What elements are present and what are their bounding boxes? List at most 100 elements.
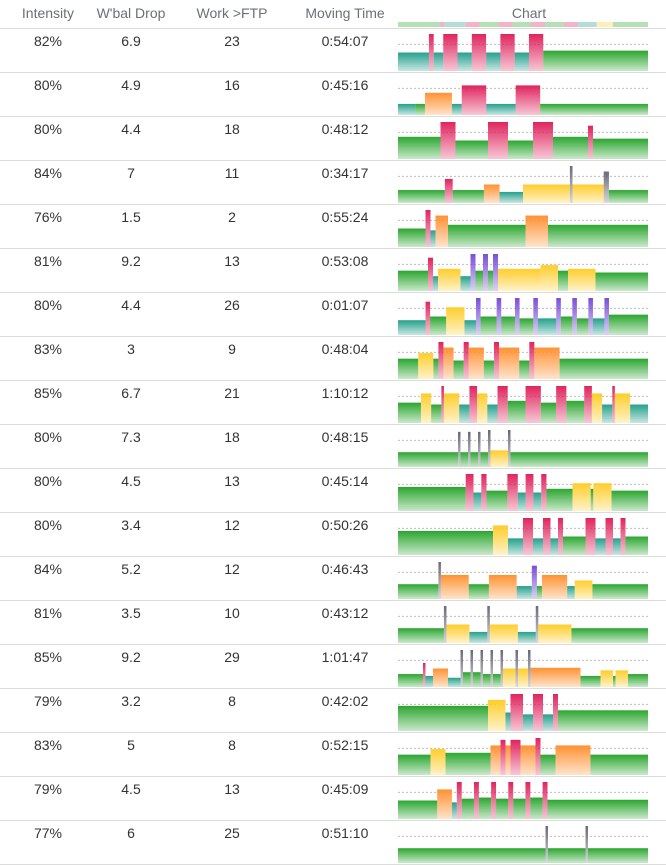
workout-chart-cell[interactable] — [392, 72, 666, 117]
zone-segment-red — [481, 473, 487, 511]
work-ftp-cell: 21 — [166, 380, 298, 425]
header-strip-segment-red — [531, 21, 546, 27]
zone-segment-teal — [630, 404, 648, 423]
column-header-work-ftp[interactable]: Work >FTP — [166, 0, 298, 29]
header-strip-segment-teal — [577, 21, 597, 27]
table-row[interactable]: 80% 4.4 26 0:01:07 — [0, 292, 666, 337]
table-row[interactable]: 85% 6.7 21 1:10:12 — [0, 380, 666, 425]
zone-segment-teal — [451, 103, 462, 115]
workout-chart-cell[interactable] — [392, 28, 666, 73]
work-ftp-cell: 13 — [166, 468, 298, 513]
workout-zone-chart — [398, 649, 648, 687]
zone-segment-teal — [433, 52, 444, 71]
zone-segment-purple — [496, 297, 502, 335]
zone-segment-green — [553, 136, 588, 159]
zone-segment-red — [612, 385, 615, 423]
zone-segment-green — [540, 402, 557, 423]
workout-zone-chart — [398, 385, 648, 423]
workout-chart-cell[interactable] — [392, 380, 666, 425]
table-row[interactable]: 80% 3.4 12 0:50:26 — [0, 512, 666, 557]
workout-zone-chart — [398, 473, 648, 511]
zone-segment-teal — [425, 675, 433, 687]
work-ftp-cell: 2 — [166, 204, 298, 249]
workout-chart-cell[interactable] — [392, 688, 666, 733]
zone-segment-red — [525, 473, 534, 511]
zone-segment-orange — [468, 347, 484, 379]
zone-segment-green — [398, 486, 466, 511]
moving-time-cell: 0:46:43 — [298, 556, 392, 601]
column-header-intensity[interactable]: Intensity — [0, 0, 96, 29]
zone-segment-teal — [516, 585, 532, 599]
table-row[interactable]: 79% 3.2 8 0:42:02 — [0, 688, 666, 733]
zone-segment-green — [548, 847, 586, 863]
column-header-moving-time[interactable]: Moving Time — [298, 0, 392, 29]
workout-chart-cell[interactable] — [392, 204, 666, 249]
moving-time-cell: 0:48:15 — [298, 424, 392, 469]
workout-chart-cell[interactable] — [392, 556, 666, 601]
table-row[interactable]: 82% 6.9 23 0:54:07 — [0, 28, 666, 73]
zone-segment-yellow — [568, 268, 596, 291]
workout-chart-cell[interactable] — [392, 600, 666, 645]
workout-chart-cell[interactable] — [392, 512, 666, 557]
table-row[interactable]: 80% 4.9 16 0:45:16 — [0, 72, 666, 117]
table-row[interactable]: 84% 7 11 0:34:17 — [0, 160, 666, 205]
table-row[interactable]: 81% 3.5 10 0:43:12 — [0, 600, 666, 645]
zone-segment-green — [431, 404, 442, 423]
zone-segment-grey — [487, 605, 490, 643]
zone-segment-orange — [435, 215, 448, 247]
zone-segment-green — [398, 451, 458, 467]
zone-segment-teal — [398, 52, 429, 71]
intensity-cell: 80% — [0, 424, 96, 469]
work-ftp-cell: 11 — [166, 160, 298, 205]
zone-segment-grey — [500, 649, 503, 687]
table-row[interactable]: 76% 1.5 2 0:55:24 — [0, 204, 666, 249]
workout-chart-cell[interactable] — [392, 248, 666, 293]
workout-chart-cell[interactable] — [392, 292, 666, 337]
table-row[interactable]: 83% 5 8 0:52:15 — [0, 732, 666, 777]
table-row[interactable]: 80% 4.4 18 0:48:12 — [0, 116, 666, 161]
zone-segment-grey — [603, 171, 609, 203]
zone-segment-red — [523, 517, 533, 555]
zone-segment-purple — [493, 253, 498, 291]
zone-segment-green — [460, 451, 468, 467]
moving-time-cell: 0:52:15 — [298, 732, 392, 777]
header-strip-segment-teal — [444, 21, 466, 27]
table-row[interactable]: 84% 5.2 12 0:46:43 — [0, 556, 666, 601]
workout-zone-chart — [398, 517, 648, 555]
table-row[interactable]: 85% 9.2 29 1:01:47 — [0, 644, 666, 689]
zone-segment-red — [463, 341, 469, 379]
workout-chart-cell[interactable] — [392, 732, 666, 777]
table-row[interactable]: 80% 4.5 13 0:45:14 — [0, 468, 666, 513]
column-header-chart[interactable]: Chart — [392, 0, 666, 29]
zone-segment-teal — [514, 52, 529, 71]
column-header-wbal-drop[interactable]: W'bal Drop — [96, 0, 166, 29]
zone-segment-red — [471, 33, 487, 71]
zone-segment-red — [533, 121, 553, 159]
workout-chart-cell[interactable] — [392, 468, 666, 513]
wbal-drop-cell: 1.5 — [96, 204, 166, 249]
table-row[interactable]: 80% 7.3 18 0:48:15 — [0, 424, 666, 469]
zone-segment-green — [501, 316, 515, 335]
workout-chart-cell[interactable] — [392, 160, 666, 205]
zone-segment-green — [543, 50, 648, 71]
table-row[interactable]: 81% 9.2 13 0:53:08 — [0, 248, 666, 293]
zone-segment-yellow — [488, 699, 506, 731]
workout-chart-cell[interactable] — [392, 116, 666, 161]
table-row[interactable]: 79% 4.5 13 0:45:09 — [0, 776, 666, 821]
workout-chart-cell[interactable] — [392, 644, 666, 689]
workout-chart-cell[interactable] — [392, 336, 666, 381]
zone-segment-green — [398, 189, 445, 203]
zone-segment-yellow — [523, 184, 570, 203]
workout-chart-cell[interactable] — [392, 776, 666, 821]
table-row[interactable]: 83% 3 9 0:48:04 — [0, 336, 666, 381]
zone-segment-green — [540, 754, 556, 775]
zone-segment-teal — [430, 229, 436, 247]
zone-segment-green — [608, 189, 648, 203]
intensity-cell: 80% — [0, 72, 96, 117]
zone-segment-red — [553, 693, 558, 731]
wbal-drop-cell: 9.2 — [96, 644, 166, 689]
workout-chart-cell[interactable] — [392, 424, 666, 469]
zone-segment-green — [480, 316, 497, 335]
zone-segment-green — [548, 224, 648, 247]
zone-segment-green — [625, 536, 648, 555]
